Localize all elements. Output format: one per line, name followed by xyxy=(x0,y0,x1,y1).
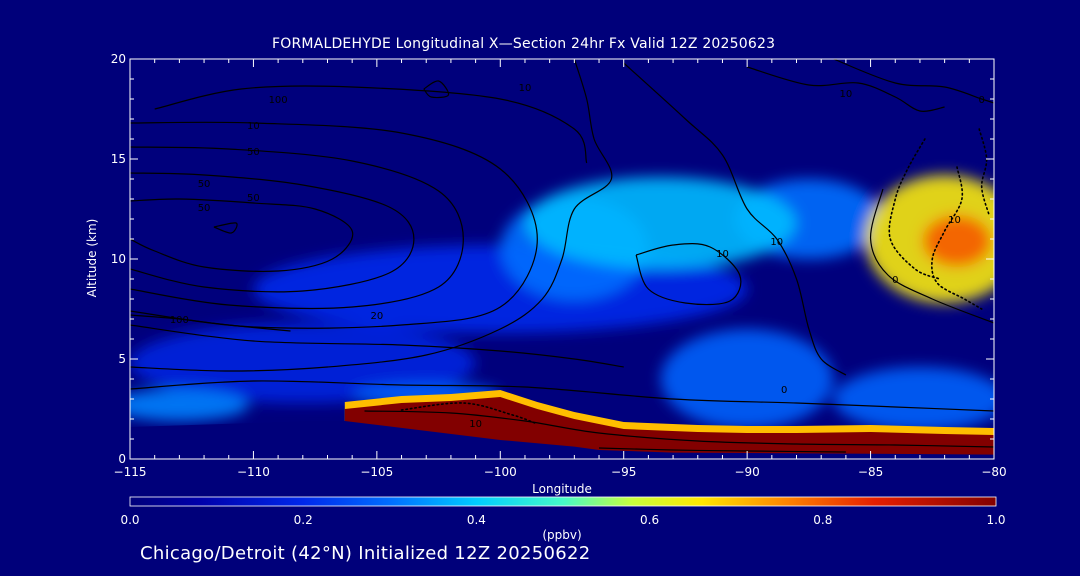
x-tick-label: −90 xyxy=(734,465,759,479)
contour-line xyxy=(130,121,538,329)
contour-line xyxy=(833,59,994,104)
contour-label: 100 xyxy=(269,95,288,106)
chart-title: FORMALDEHYDE Longitudinal X—Section 24hr… xyxy=(272,36,776,52)
contour-line xyxy=(869,188,994,324)
colorbar: 0.0 0.2 0.4 0.6 0.8 1.0 xyxy=(120,496,1006,527)
contour-label: 0 xyxy=(781,385,787,396)
colorbar-gradient xyxy=(129,496,997,507)
contour-label: 50 xyxy=(247,193,260,204)
contour-line xyxy=(746,66,945,112)
colorbar-tick-label: 0.8 xyxy=(813,513,832,527)
x-tick-label: −85 xyxy=(858,465,883,479)
contour-line xyxy=(423,80,450,99)
x-tick-label: −110 xyxy=(237,465,270,479)
x-tick-label: −105 xyxy=(360,465,393,479)
contour-line xyxy=(213,222,238,234)
contour-line xyxy=(130,324,624,368)
footer-caption: Chicago/Detroit (42°N) Initialized 12Z 2… xyxy=(140,543,591,564)
contour-line xyxy=(154,85,588,164)
terrain xyxy=(130,421,994,459)
contour-line-dotted xyxy=(400,402,536,424)
contour-line-dotted xyxy=(888,138,941,280)
contour-line xyxy=(130,198,354,272)
contour-line xyxy=(130,146,464,310)
contour-lines xyxy=(130,59,994,453)
x-tick-label: −95 xyxy=(611,465,636,479)
y-tick-label: 0 xyxy=(118,452,126,466)
contour-line xyxy=(130,380,994,412)
x-tick-label: −115 xyxy=(114,465,147,479)
contour-line xyxy=(130,59,613,372)
contour-label: 0 xyxy=(978,95,984,106)
contour-line-dotted xyxy=(978,128,990,216)
field-blob xyxy=(922,215,992,267)
contour-label: 10 xyxy=(519,83,532,94)
y-axis-label: Altitude (km) xyxy=(85,218,99,298)
contour-labels: 50 50 50 10 100 20 100 10 10 10 10 50 0 0 0 10 10 xyxy=(170,83,985,430)
contour-line-dotted xyxy=(931,166,983,310)
contour-line xyxy=(130,172,415,293)
contour-label: 50 xyxy=(247,147,260,158)
x-tick-label: −80 xyxy=(981,465,1006,479)
colorbar-unit-label: (ppbv) xyxy=(542,528,582,542)
field-blob xyxy=(524,177,797,269)
colorbar-tick-label: 1.0 xyxy=(986,513,1005,527)
x-tick-label: −100 xyxy=(484,465,517,479)
colorbar-tick-label: 0.4 xyxy=(467,513,486,527)
field-blob xyxy=(130,389,249,421)
contour-label: 50 xyxy=(198,203,211,214)
y-tick-label: 15 xyxy=(111,152,126,166)
contour-label: 10 xyxy=(247,121,260,132)
terrain-mask xyxy=(130,421,994,459)
colorbar-tick-label: 0.2 xyxy=(294,513,313,527)
contour-line xyxy=(635,243,742,306)
field-blob xyxy=(833,367,994,431)
colorbar-tick-label: 0.0 xyxy=(120,513,139,527)
contour-line xyxy=(364,410,994,448)
contour-label: 10 xyxy=(770,237,783,248)
contour-label: 20 xyxy=(370,311,383,322)
colorbar-tick-label: 0.6 xyxy=(640,513,659,527)
contour-line xyxy=(130,314,291,332)
contour-label: 50 xyxy=(198,179,211,190)
y-tick-label: 10 xyxy=(111,252,126,266)
contour-label: 10 xyxy=(716,249,729,260)
y-tick-label: 5 xyxy=(118,352,126,366)
x-axis-label: Longitude xyxy=(532,482,592,496)
y-tick-label: 20 xyxy=(111,52,126,66)
contour-label: 10 xyxy=(948,215,961,226)
contour-line xyxy=(598,447,846,453)
contour-line xyxy=(623,62,847,376)
contour-label: 10 xyxy=(840,89,853,100)
axes: −115 −110 −105 −100 −95 −90 −85 −80 0 5 10 15 20 xyxy=(111,52,1007,479)
field-blob xyxy=(660,329,834,429)
contour-label: 10 xyxy=(469,419,482,430)
contour-label: 100 xyxy=(170,315,189,326)
contour-label: 0 xyxy=(892,275,898,286)
